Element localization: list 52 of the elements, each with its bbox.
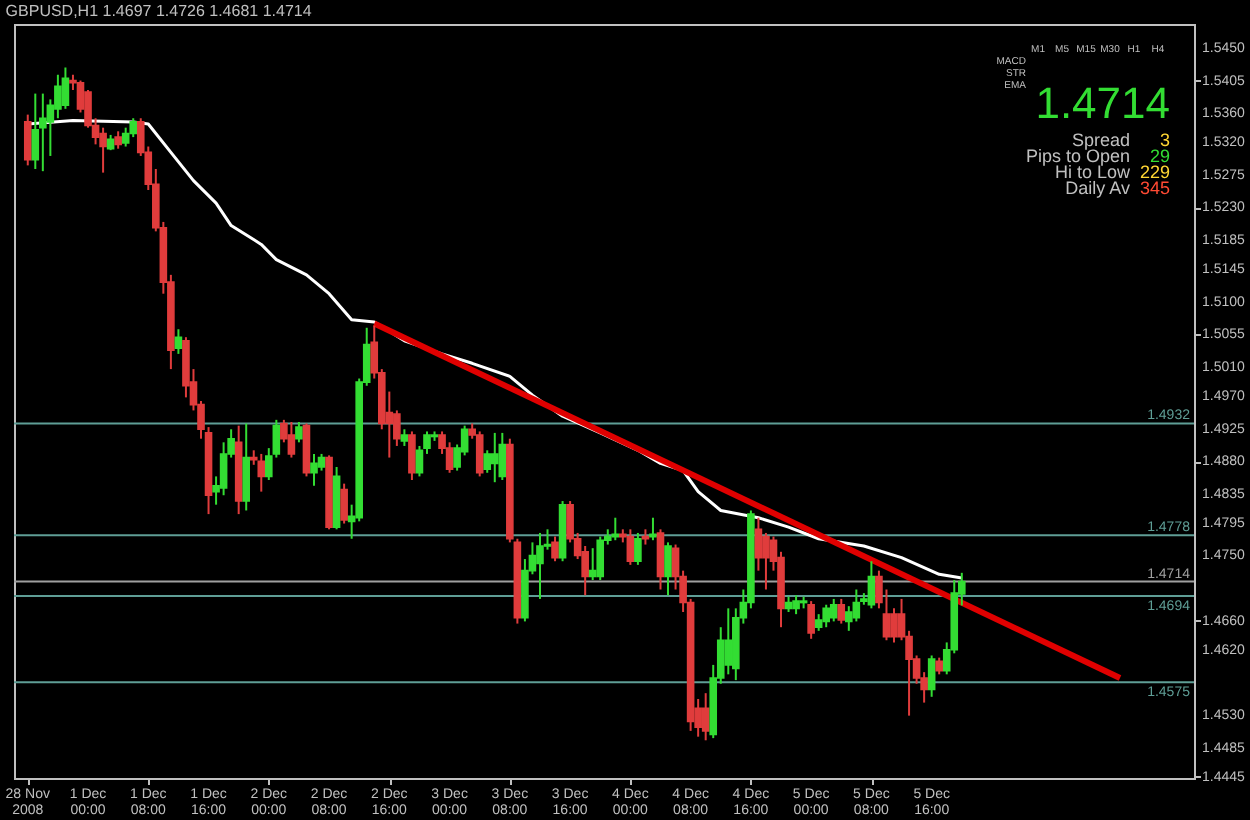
candlestick [31, 92, 40, 170]
chart-title: GBPUSD,H1 1.4697 1.4726 1.4681 1.4714 [5, 2, 313, 20]
candlestick [295, 421, 303, 444]
candlestick [242, 422, 251, 512]
candlestick [867, 560, 876, 610]
candlestick [852, 588, 861, 623]
candlestick [822, 603, 831, 629]
annotation: Daily Av [1065, 178, 1131, 198]
candlestick [257, 452, 266, 493]
candlestick [536, 531, 544, 600]
candlestick [611, 516, 620, 542]
candlestick [762, 531, 770, 591]
annotation: Hi to Low [1054, 162, 1131, 182]
candlestick [302, 422, 311, 478]
candlestick [174, 328, 183, 355]
annotation: 3 [1159, 130, 1170, 150]
candlestick [634, 531, 642, 566]
candlestick [39, 92, 47, 173]
candlestick [890, 607, 898, 644]
line-series [26, 118, 964, 580]
candlestick [701, 692, 710, 742]
candlestick [724, 607, 733, 676]
candlestick [99, 126, 107, 174]
candlestick [551, 535, 559, 563]
annotation: Pips to Open [1025, 146, 1130, 166]
annotation: 1.4714 [1035, 78, 1170, 128]
candlestick [310, 452, 318, 487]
candlestick [498, 431, 507, 482]
annotation: 29 [1149, 146, 1170, 166]
candlestick [490, 431, 499, 484]
candlestick [23, 113, 32, 167]
candlestick [792, 594, 800, 616]
candlestick [837, 597, 846, 625]
candlestick [129, 117, 138, 139]
candlestick [121, 126, 130, 148]
annotation: 345 [1139, 178, 1170, 198]
candlestick [287, 421, 296, 459]
candlestick [656, 528, 665, 591]
candlestick [61, 66, 70, 110]
candlestick [626, 528, 635, 566]
annotation: Spread [1071, 130, 1130, 150]
candlestick [807, 600, 815, 640]
candlestick [475, 430, 484, 478]
candlestick [588, 547, 597, 582]
candlestick [927, 654, 936, 698]
candlestick [829, 597, 838, 623]
candlestick [408, 430, 416, 482]
candlestick [340, 482, 348, 525]
candlestick [649, 516, 657, 542]
annotation: 229 [1139, 162, 1170, 182]
candlestick [664, 541, 672, 597]
candlestick [596, 535, 605, 582]
